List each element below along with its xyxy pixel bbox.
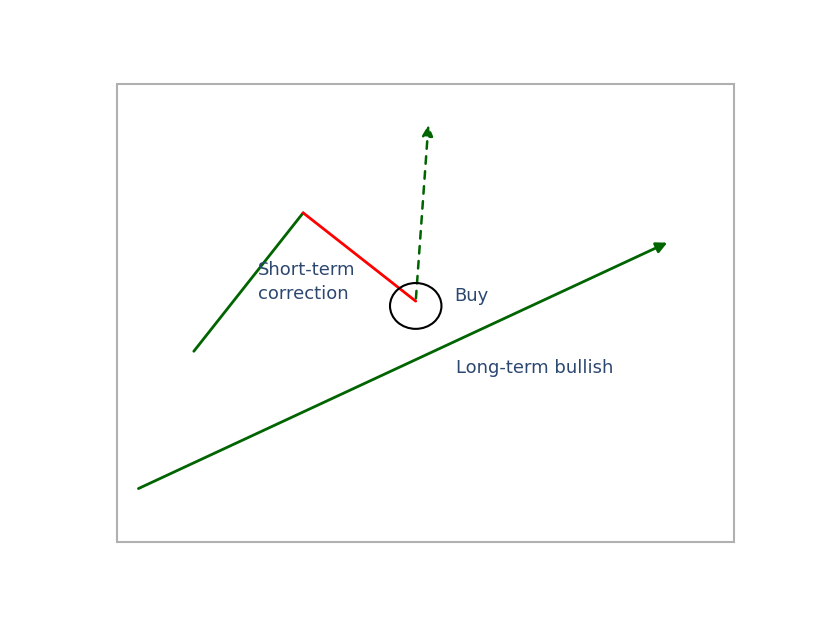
Text: Long-term bullish: Long-term bullish (456, 359, 613, 377)
Text: Buy: Buy (454, 288, 489, 306)
Text: Short-term
correction: Short-term correction (258, 261, 355, 303)
